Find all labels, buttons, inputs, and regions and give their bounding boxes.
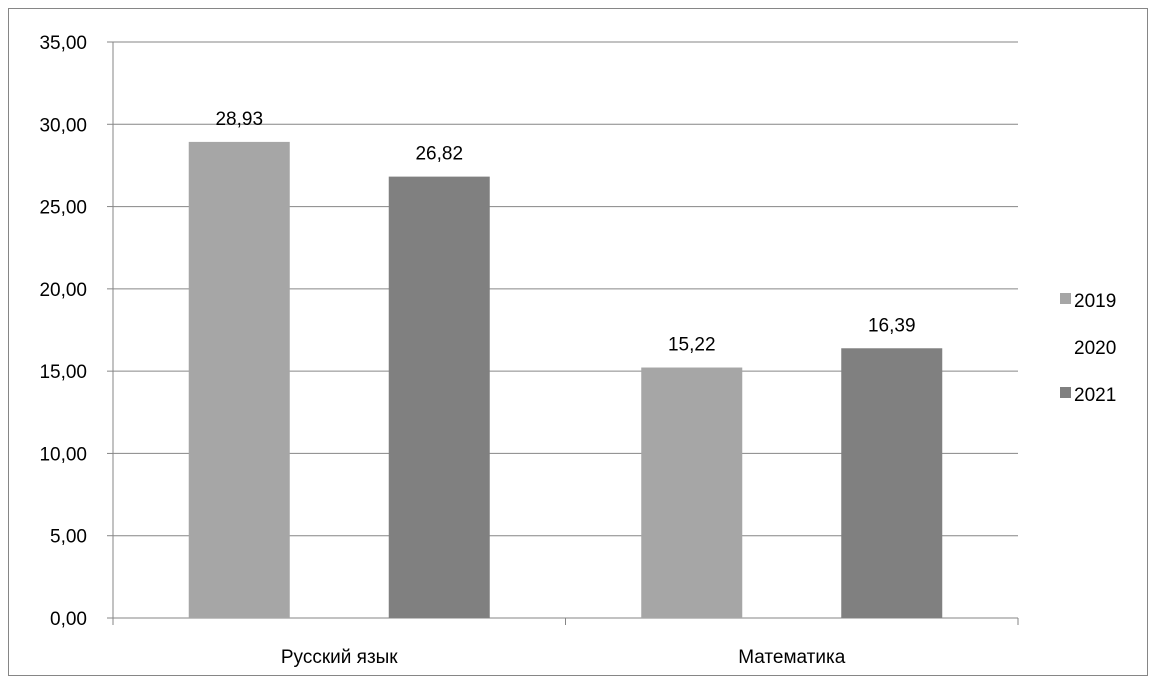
- data-label: 16,39: [868, 315, 916, 336]
- y-axis-tick-labels: 0,00 5,00 10,00 15,00 20,00 25,00 30,00 35,00: [39, 33, 87, 630]
- data-label: 26,82: [415, 144, 463, 165]
- bar: [388, 176, 490, 618]
- y-tick-label: 10,00: [39, 444, 87, 465]
- bars: [188, 141, 943, 619]
- legend-label: 2019: [1074, 291, 1116, 312]
- legend-swatch: [1060, 387, 1071, 398]
- y-tick-label: 0,00: [50, 609, 87, 630]
- x-category-label: Русский язык: [281, 647, 398, 668]
- x-category-label: Математика: [738, 647, 846, 668]
- legend-swatch: [1060, 340, 1071, 351]
- bar: [841, 348, 943, 618]
- legend: 2019 2020 2021: [1060, 291, 1116, 406]
- y-tick-label: 30,00: [39, 115, 87, 136]
- x-axis-category-labels: Русский язык Математика: [281, 647, 846, 668]
- y-tick-label: 35,00: [39, 33, 87, 54]
- bar: [641, 367, 743, 618]
- y-tick-label: 15,00: [39, 362, 87, 383]
- legend-label: 2020: [1074, 338, 1116, 359]
- y-tick-label: 5,00: [50, 527, 87, 548]
- data-label: 15,22: [668, 335, 716, 356]
- bar: [188, 141, 290, 619]
- data-label: 28,93: [215, 109, 263, 130]
- legend-label: 2021: [1074, 385, 1116, 406]
- legend-swatch: [1060, 293, 1071, 304]
- y-tick-label: 20,00: [39, 280, 87, 301]
- y-tick-label: 25,00: [39, 198, 87, 219]
- data-labels: 28,93 26,82 15,22 16,39: [215, 109, 915, 356]
